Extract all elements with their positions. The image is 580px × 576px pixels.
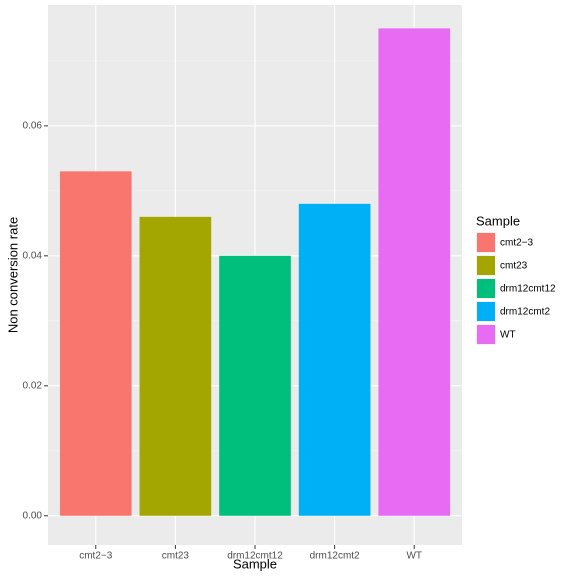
bar — [139, 216, 212, 516]
x-tick-label: cmt2−3 — [79, 551, 113, 562]
legend-swatch — [477, 233, 495, 252]
legend-swatch — [477, 256, 495, 275]
legend-label: cmt2−3 — [500, 238, 534, 249]
x-axis-title: Sample — [233, 556, 277, 571]
legend: Sample cmt2−3 cmt23 drm12cmt12 drm12cmt2 WT — [476, 213, 556, 345]
legend-label: drm12cmt12 — [500, 284, 556, 295]
legend-label: drm12cmt2 — [500, 307, 550, 318]
y-tick-label: 0.04 — [23, 250, 43, 261]
legend-swatch — [477, 325, 495, 344]
bars — [59, 28, 451, 516]
legend-label: cmt23 — [500, 261, 528, 272]
x-tick-label: WT — [406, 551, 422, 562]
bar — [59, 171, 132, 516]
legend-title: Sample — [476, 213, 520, 228]
legend-swatch — [477, 279, 495, 298]
legend-label: WT — [500, 330, 516, 341]
y-tick-label: 0.02 — [23, 380, 43, 391]
x-tick-label: drm12cmt2 — [310, 551, 360, 562]
bar — [378, 28, 451, 516]
bar — [219, 255, 291, 516]
y-tick-label: 0.06 — [23, 121, 43, 132]
x-tick-label: drm12cmt12 — [227, 551, 283, 562]
y-tick-label: 0.00 — [23, 510, 43, 521]
bar — [298, 203, 371, 516]
x-tick-label: cmt23 — [162, 551, 190, 562]
legend-swatch — [477, 302, 495, 321]
y-axis-title: Non conversion rate — [5, 217, 20, 333]
